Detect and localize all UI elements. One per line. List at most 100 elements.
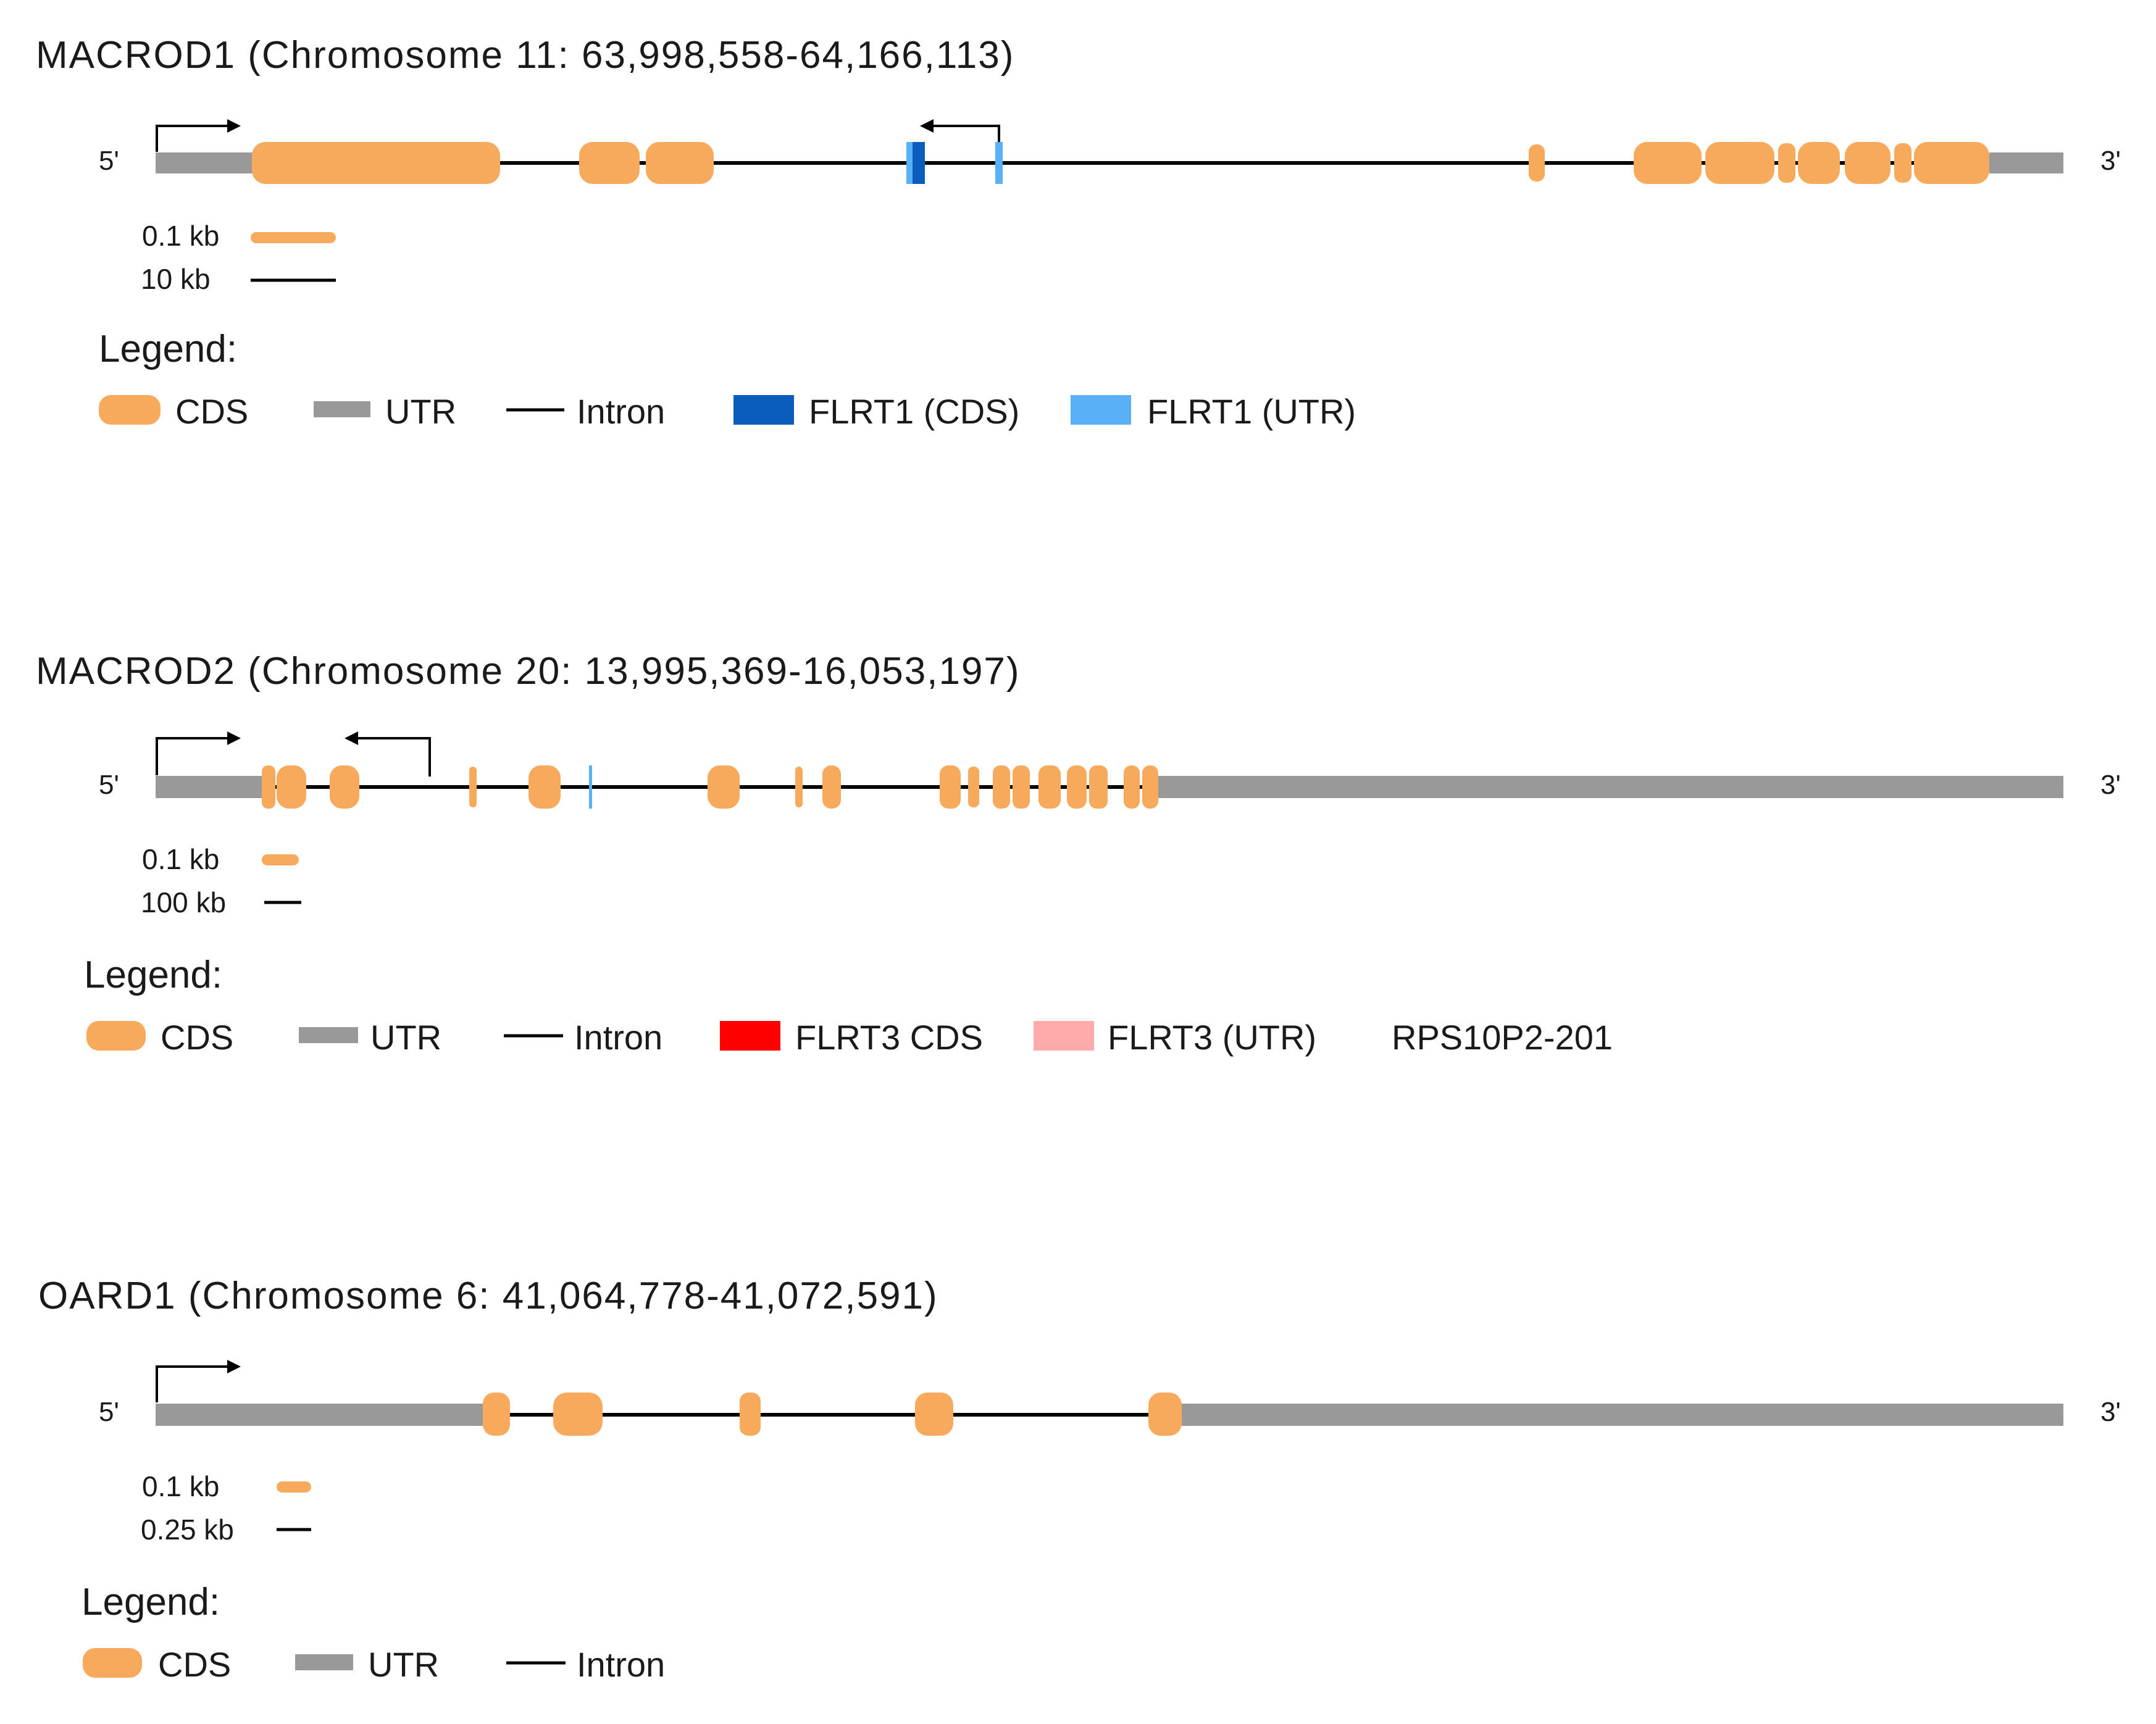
macrod2-reverse-arrow bbox=[345, 731, 431, 777]
oard1-exon bbox=[915, 1393, 953, 1436]
macrod2-exon bbox=[1067, 765, 1087, 809]
macrod2-exon bbox=[469, 767, 477, 807]
oard1-title: OARD1 (Chromosome 6: 41,064,778-41,072,5… bbox=[38, 1275, 938, 1317]
macrod1-3utr bbox=[1989, 152, 2063, 173]
macrod2-three-prime-label: 3' bbox=[2100, 770, 2121, 800]
legend-cds-label: CDS bbox=[161, 1018, 233, 1057]
macrod2-scale-intron-label: 100 kb bbox=[141, 886, 226, 918]
macrod1-legend-heading: Legend: bbox=[99, 328, 237, 370]
legend-flrt3-cds-label: FLRT3 CDS bbox=[795, 1018, 983, 1057]
macrod2-exon bbox=[822, 765, 841, 809]
macrod2-exon bbox=[968, 767, 979, 807]
legend-cds-label: CDS bbox=[175, 392, 248, 431]
macrod1-exon bbox=[1894, 143, 1912, 183]
macrod2-title: MACROD2 (Chromosome 20: 13,995,369-16,05… bbox=[36, 650, 1021, 693]
legend-flrt1-cds-swatch bbox=[733, 395, 794, 425]
macrod1-scale-cds-bar bbox=[251, 232, 336, 243]
oard1-5utr bbox=[156, 1404, 485, 1426]
macrod2-forward-arrow bbox=[156, 731, 241, 775]
oard1-scale-cds-bar bbox=[277, 1481, 311, 1493]
legend-utr-label: UTR bbox=[385, 392, 456, 431]
macrod1-exon bbox=[646, 142, 714, 184]
macrod1-exon bbox=[1634, 142, 1702, 184]
macrod1-flrt1-cds bbox=[913, 142, 925, 184]
macrod1-three-prime-label: 3' bbox=[2100, 146, 2121, 176]
legend-utr-label: UTR bbox=[368, 1645, 439, 1684]
legend-intron-label: Intron bbox=[574, 1018, 662, 1057]
legend-utr-label: UTR bbox=[370, 1018, 441, 1057]
macrod2-scale-cds-bar bbox=[262, 854, 299, 865]
oard1-five-prime-label: 5' bbox=[99, 1397, 119, 1427]
macrod1-exon bbox=[1778, 143, 1795, 183]
macrod2-exon bbox=[262, 765, 275, 809]
macrod1-five-prime-label: 5' bbox=[99, 146, 119, 176]
macrod2-exon bbox=[795, 767, 803, 807]
legend-flrt3-utr-swatch bbox=[1034, 1021, 1094, 1051]
oard1-3utr bbox=[1179, 1404, 2063, 1426]
macrod2-legend-heading: Legend: bbox=[84, 954, 222, 996]
macrod1-reverse-arrow bbox=[920, 119, 1000, 142]
oard1-legend-heading: Legend: bbox=[81, 1581, 220, 1623]
macrod2-exon bbox=[1124, 765, 1140, 809]
macrod1-exon bbox=[1798, 142, 1840, 184]
oard1-legend: CDS UTR Intron bbox=[83, 1645, 665, 1684]
macrod1-5utr bbox=[156, 152, 254, 173]
oard1-exon bbox=[1148, 1393, 1182, 1436]
macrod2-exon bbox=[277, 765, 306, 809]
macrod2-exon bbox=[1089, 765, 1108, 809]
macrod2-exon bbox=[529, 765, 561, 809]
macrod2-panel: MACROD2 (Chromosome 20: 13,995,369-16,05… bbox=[36, 650, 2121, 1057]
macrod1-exon bbox=[579, 142, 640, 184]
legend-rps10p2-label: RPS10P2-201 bbox=[1392, 1018, 1613, 1057]
macrod1-forward-arrow bbox=[156, 119, 241, 152]
macrod2-exon bbox=[1142, 765, 1158, 809]
macrod2-exon bbox=[940, 765, 961, 809]
macrod2-exon bbox=[1038, 765, 1061, 809]
macrod1-flrt1-utr bbox=[906, 142, 913, 184]
macrod2-exon bbox=[330, 765, 359, 809]
macrod2-5utr bbox=[156, 776, 262, 798]
macrod2-3utr bbox=[1158, 776, 2063, 798]
macrod1-exon bbox=[1845, 142, 1891, 184]
legend-utr-swatch bbox=[295, 1654, 353, 1670]
legend-flrt3-cds-swatch bbox=[720, 1021, 780, 1051]
macrod1-title: MACROD1 (Chromosome 11: 63,998,558-64,16… bbox=[36, 34, 1014, 77]
macrod2-scale-cds-label: 0.1 kb bbox=[142, 843, 219, 875]
macrod2-marker bbox=[589, 765, 592, 809]
macrod1-exon bbox=[1705, 142, 1774, 184]
oard1-scale-cds-label: 0.1 kb bbox=[142, 1470, 219, 1502]
oard1-exon bbox=[483, 1393, 510, 1436]
macrod1-scale-intron-label: 10 kb bbox=[141, 263, 211, 295]
macrod2-five-prime-label: 5' bbox=[99, 770, 119, 800]
oard1-panel: OARD1 (Chromosome 6: 41,064,778-41,072,5… bbox=[38, 1275, 2121, 1684]
oard1-three-prime-label: 3' bbox=[2100, 1397, 2121, 1427]
legend-utr-swatch bbox=[299, 1027, 358, 1043]
macrod1-panel: MACROD1 (Chromosome 11: 63,998,558-64,16… bbox=[36, 34, 2121, 431]
oard1-exon bbox=[553, 1393, 603, 1436]
legend-flrt1-cds-label: FLRT1 (CDS) bbox=[809, 392, 1019, 431]
legend-cds-label: CDS bbox=[158, 1645, 231, 1684]
legend-flrt1-utr-label: FLRT1 (UTR) bbox=[1147, 392, 1356, 431]
macrod2-exon bbox=[993, 765, 1010, 809]
macrod2-exon bbox=[1013, 765, 1030, 809]
legend-cds-swatch bbox=[83, 1648, 142, 1678]
macrod1-legend: CDS UTR Intron FLRT1 (CDS) FLRT1 (UTR) bbox=[99, 392, 1356, 431]
macrod2-legend: CDS UTR Intron FLRT3 CDS FLRT3 (UTR) RPS… bbox=[86, 1018, 1613, 1057]
legend-flrt3-utr-label: FLRT3 (UTR) bbox=[1108, 1018, 1316, 1057]
macrod1-flrt1-utr bbox=[995, 142, 1003, 184]
legend-cds-swatch bbox=[99, 395, 161, 425]
macrod1-exon bbox=[1529, 144, 1545, 181]
legend-intron-label: Intron bbox=[577, 392, 665, 431]
legend-utr-swatch bbox=[314, 401, 370, 417]
oard1-forward-arrow bbox=[156, 1360, 241, 1402]
oard1-exon bbox=[740, 1393, 761, 1436]
macrod1-scale-cds-label: 0.1 kb bbox=[142, 220, 219, 252]
oard1-scale-intron-label: 0.25 kb bbox=[141, 1514, 234, 1546]
legend-cds-swatch bbox=[86, 1021, 146, 1051]
macrod1-exon bbox=[252, 142, 500, 184]
macrod2-exon bbox=[708, 765, 740, 809]
legend-flrt1-utr-swatch bbox=[1071, 395, 1131, 425]
legend-intron-label: Intron bbox=[577, 1645, 665, 1684]
